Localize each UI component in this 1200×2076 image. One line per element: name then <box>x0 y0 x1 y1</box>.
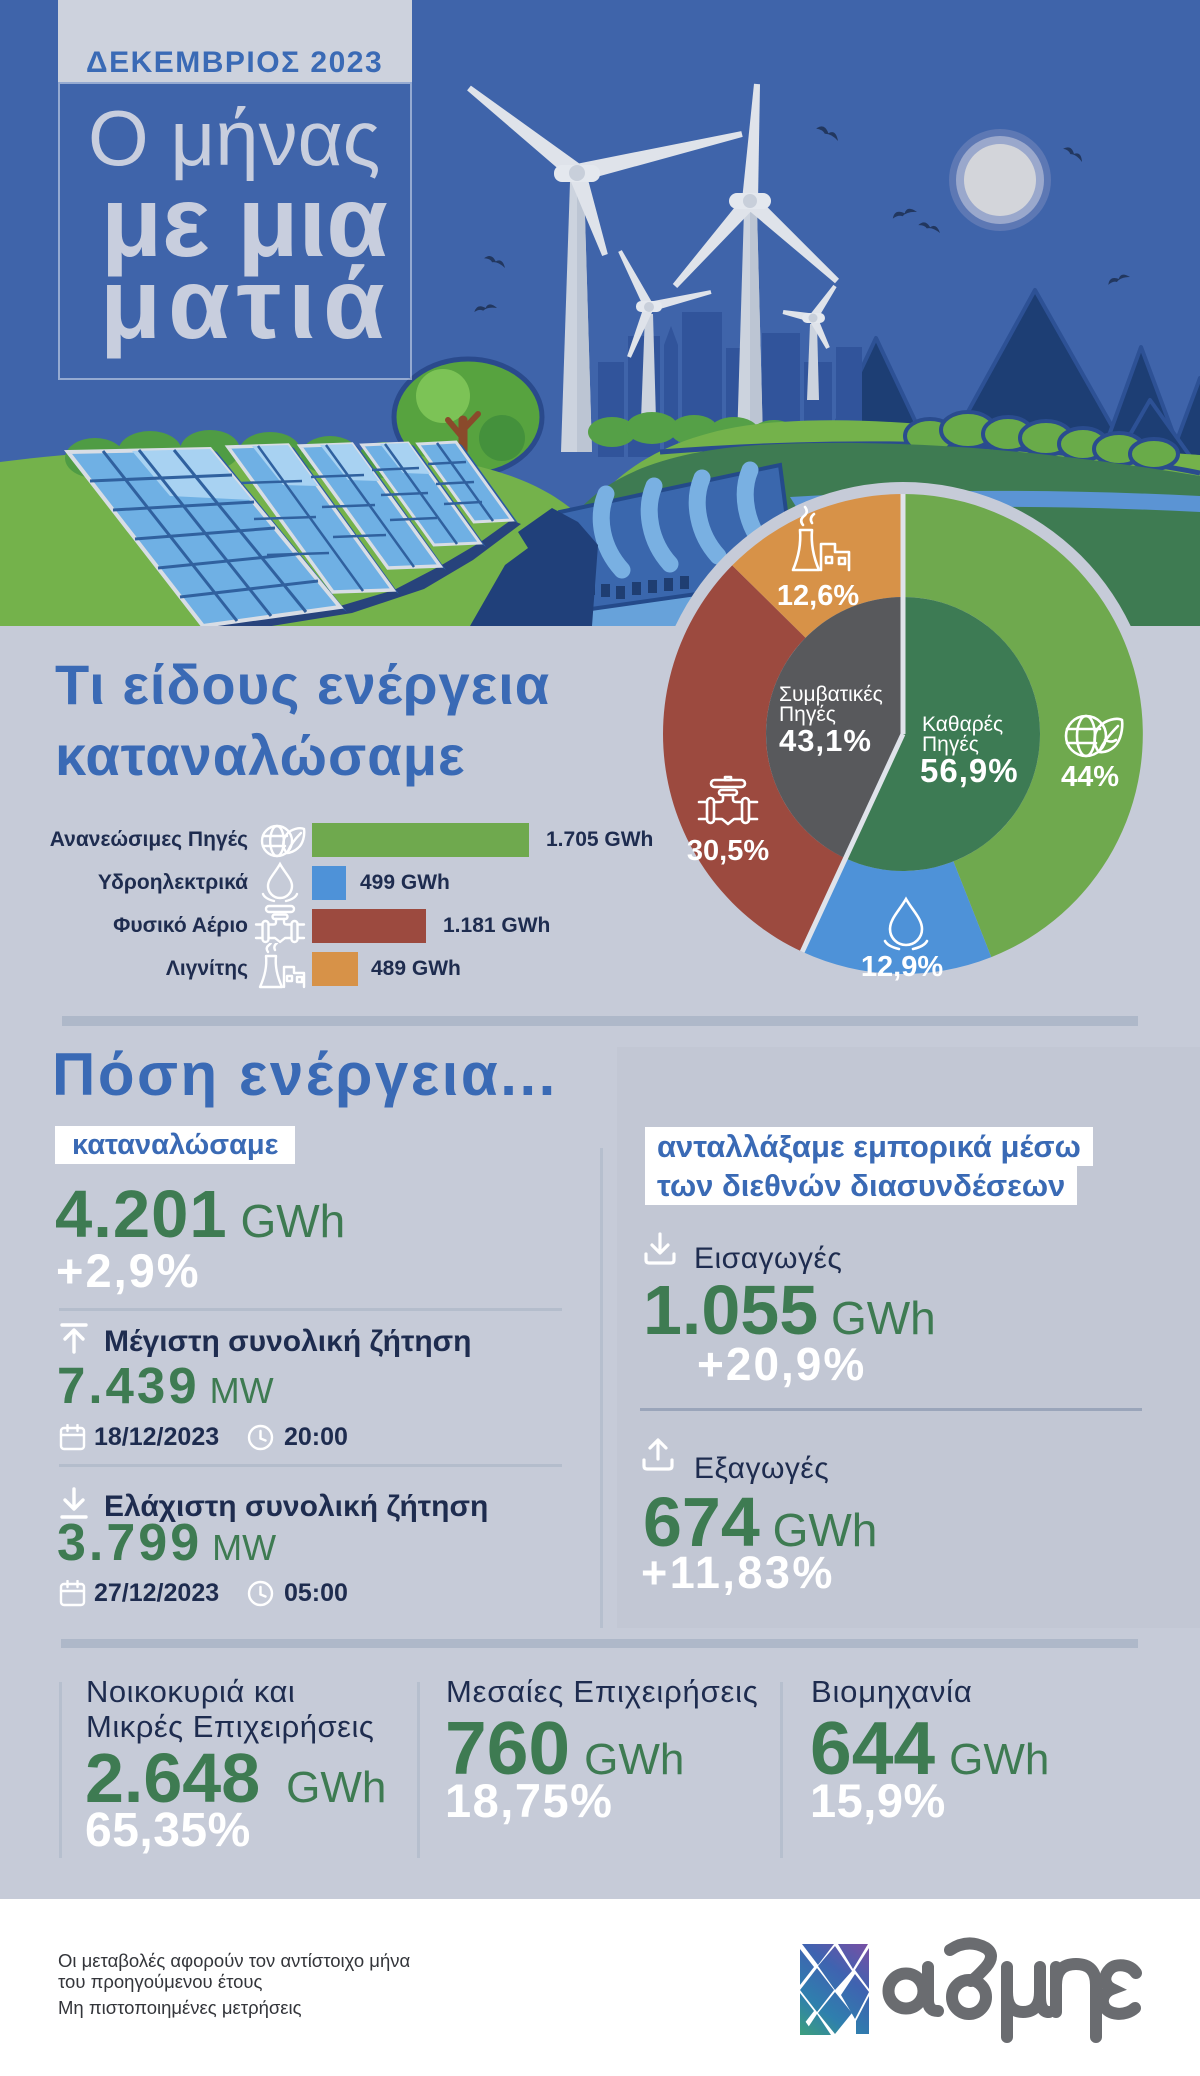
svg-text:Πηγές: Πηγές <box>922 733 979 756</box>
svg-text:44%: 44% <box>1061 761 1119 793</box>
svg-text:43,1%: 43,1% <box>779 723 872 758</box>
svg-text:Καθαρές: Καθαρές <box>922 713 1003 736</box>
svg-text:Συμβατικές: Συμβατικές <box>779 683 883 706</box>
svg-text:56,9%: 56,9% <box>920 752 1019 789</box>
svg-text:Πηγές: Πηγές <box>779 703 836 726</box>
svg-text:30,5%: 30,5% <box>687 835 769 867</box>
svg-text:12,6%: 12,6% <box>777 580 859 612</box>
svg-text:12,9%: 12,9% <box>861 951 943 983</box>
